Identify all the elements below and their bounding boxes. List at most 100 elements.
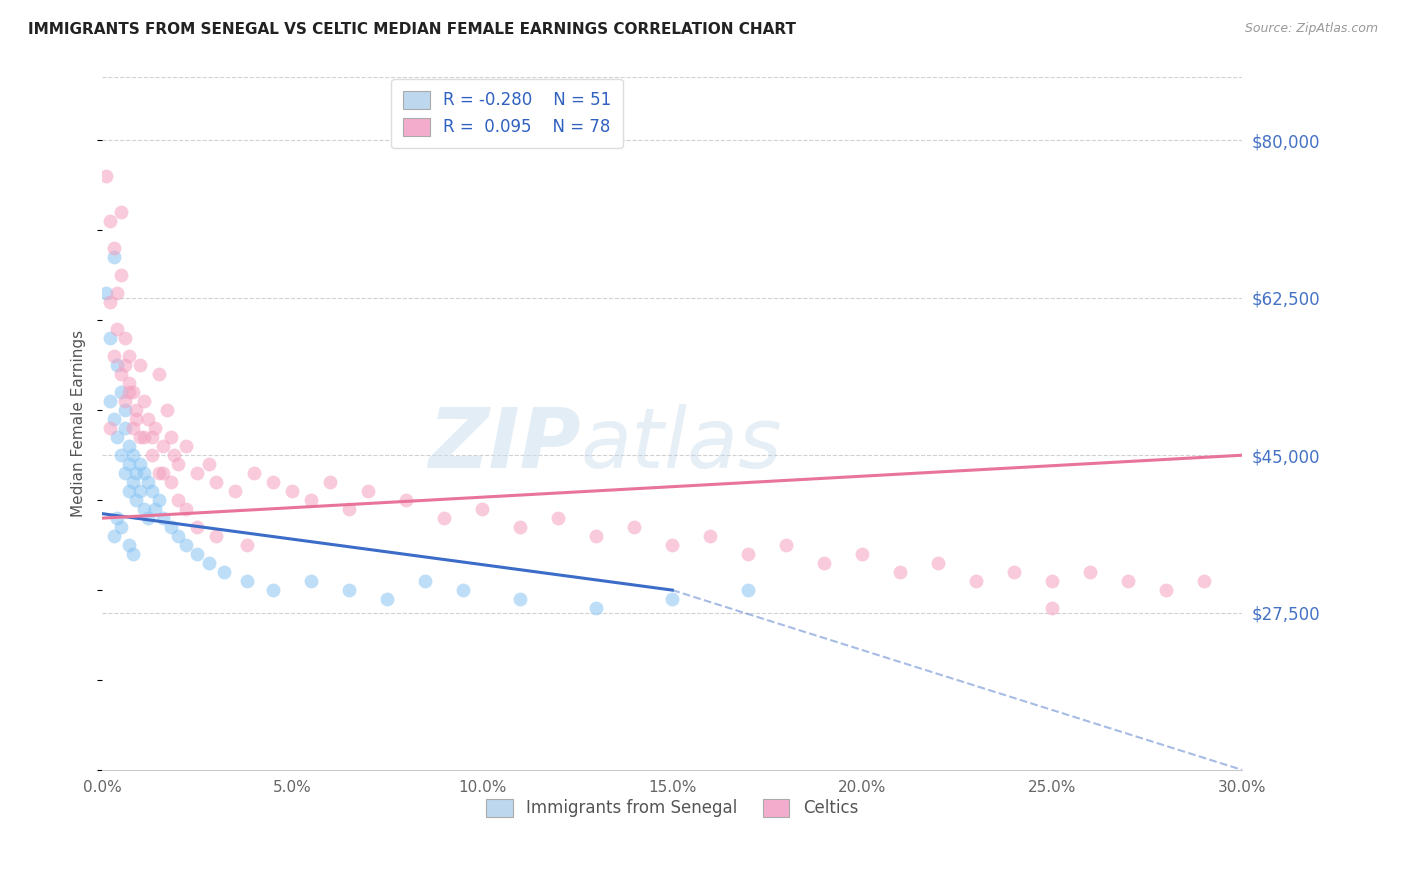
- Point: [186, 466, 208, 480]
- Point: [107, 322, 129, 336]
- Point: [132, 502, 155, 516]
- Point: [1040, 574, 1063, 588]
- Point: [114, 403, 136, 417]
- Point: [163, 448, 186, 462]
- Point: [235, 538, 257, 552]
- Point: [262, 475, 284, 490]
- Point: [107, 358, 129, 372]
- Point: [197, 556, 219, 570]
- Point: [167, 529, 190, 543]
- Point: [585, 529, 607, 543]
- Point: [152, 511, 174, 525]
- Point: [965, 574, 987, 588]
- Point: [547, 511, 569, 525]
- Point: [813, 556, 835, 570]
- Point: [585, 601, 607, 615]
- Point: [148, 493, 170, 508]
- Point: [110, 368, 132, 382]
- Point: [125, 493, 148, 508]
- Point: [118, 538, 141, 552]
- Point: [125, 466, 148, 480]
- Point: [98, 331, 121, 345]
- Point: [118, 457, 141, 471]
- Point: [94, 286, 117, 301]
- Point: [281, 484, 304, 499]
- Point: [114, 331, 136, 345]
- Point: [186, 547, 208, 561]
- Point: [152, 466, 174, 480]
- Point: [98, 421, 121, 435]
- Y-axis label: Median Female Earnings: Median Female Earnings: [72, 330, 86, 517]
- Text: ZIP: ZIP: [429, 404, 581, 485]
- Point: [145, 502, 167, 516]
- Point: [205, 529, 228, 543]
- Point: [107, 430, 129, 444]
- Point: [1156, 583, 1178, 598]
- Point: [623, 520, 645, 534]
- Point: [132, 430, 155, 444]
- Point: [167, 457, 190, 471]
- Point: [471, 502, 494, 516]
- Point: [110, 448, 132, 462]
- Text: Source: ZipAtlas.com: Source: ZipAtlas.com: [1244, 22, 1378, 36]
- Point: [145, 421, 167, 435]
- Point: [174, 538, 197, 552]
- Point: [737, 583, 759, 598]
- Point: [129, 457, 152, 471]
- Point: [413, 574, 436, 588]
- Point: [110, 520, 132, 534]
- Point: [103, 241, 125, 255]
- Point: [1040, 601, 1063, 615]
- Point: [98, 394, 121, 409]
- Text: IMMIGRANTS FROM SENEGAL VS CELTIC MEDIAN FEMALE EARNINGS CORRELATION CHART: IMMIGRANTS FROM SENEGAL VS CELTIC MEDIAN…: [28, 22, 796, 37]
- Point: [121, 448, 143, 462]
- Point: [141, 448, 163, 462]
- Point: [433, 511, 456, 525]
- Point: [129, 358, 152, 372]
- Point: [357, 484, 380, 499]
- Point: [509, 520, 531, 534]
- Point: [136, 475, 159, 490]
- Point: [125, 412, 148, 426]
- Point: [110, 385, 132, 400]
- Point: [141, 484, 163, 499]
- Point: [118, 439, 141, 453]
- Point: [167, 493, 190, 508]
- Point: [159, 430, 181, 444]
- Point: [118, 349, 141, 363]
- Point: [152, 439, 174, 453]
- Point: [103, 349, 125, 363]
- Point: [174, 439, 197, 453]
- Point: [661, 538, 683, 552]
- Point: [159, 520, 181, 534]
- Point: [125, 403, 148, 417]
- Point: [107, 286, 129, 301]
- Point: [129, 484, 152, 499]
- Point: [851, 547, 873, 561]
- Point: [224, 484, 246, 499]
- Point: [114, 394, 136, 409]
- Point: [118, 484, 141, 499]
- Point: [118, 385, 141, 400]
- Point: [132, 394, 155, 409]
- Point: [98, 295, 121, 310]
- Point: [174, 502, 197, 516]
- Point: [205, 475, 228, 490]
- Point: [156, 403, 179, 417]
- Point: [889, 565, 911, 579]
- Point: [262, 583, 284, 598]
- Point: [136, 511, 159, 525]
- Point: [1002, 565, 1025, 579]
- Point: [299, 574, 322, 588]
- Point: [94, 169, 117, 184]
- Point: [103, 250, 125, 264]
- Point: [235, 574, 257, 588]
- Point: [107, 511, 129, 525]
- Point: [129, 430, 152, 444]
- Point: [451, 583, 474, 598]
- Point: [243, 466, 266, 480]
- Point: [114, 421, 136, 435]
- Point: [927, 556, 949, 570]
- Point: [212, 565, 235, 579]
- Text: atlas: atlas: [581, 404, 783, 485]
